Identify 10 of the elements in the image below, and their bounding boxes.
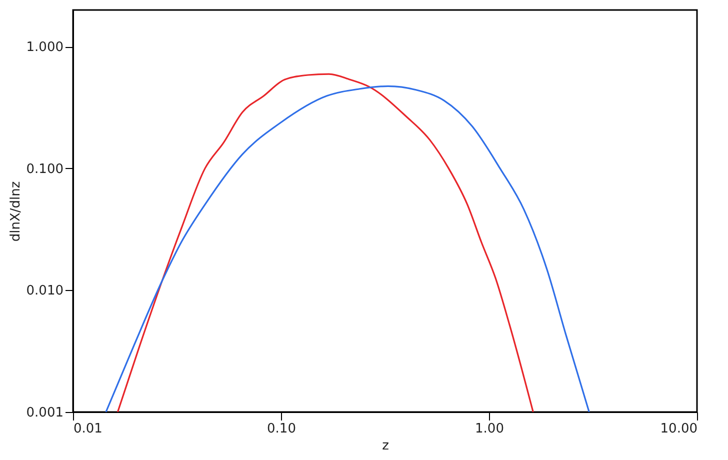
x-tick-label: 0.10	[267, 422, 296, 436]
y-tick-label: 0.001	[26, 406, 64, 420]
y-tick-label: 0.010	[26, 284, 64, 299]
y-axis-title: dlnX/dlnz	[8, 181, 24, 242]
x-axis-title: z	[382, 438, 390, 454]
x-tick-label: 0.01	[74, 422, 102, 436]
y-tick-label: 0.100	[26, 162, 64, 177]
y-tick-label: 1.000	[26, 40, 64, 56]
x-tick-label: 10.00	[660, 422, 698, 436]
x-tick-label: 1.00	[475, 422, 504, 436]
